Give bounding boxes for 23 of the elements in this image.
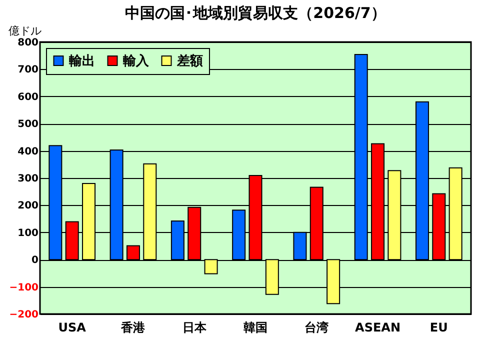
x-tick-label: 韓国: [244, 320, 268, 334]
y-tick-label: 0: [32, 255, 39, 266]
y-axis-title: 億ドル: [8, 24, 42, 38]
y-tick-label: −200: [9, 310, 39, 320]
y-tick-label: 800: [18, 38, 39, 48]
y-tick-label: 500: [18, 119, 39, 130]
x-tick-label: EU: [430, 320, 448, 334]
x-tick-label: USA: [58, 320, 87, 334]
chart-title: 中国の国･地域別貿易収支（2026/7）: [125, 4, 386, 22]
y-tick-label: −100: [9, 282, 39, 294]
y-tick-label: 700: [18, 64, 39, 76]
y-tick-label: 200: [18, 200, 39, 212]
y-tick-label: 100: [18, 228, 39, 239]
x-tick-label: 香港: [120, 320, 146, 334]
y-tick-label: 400: [18, 146, 39, 158]
y-tick-label: 300: [18, 174, 39, 184]
legend-label: 差額: [176, 52, 203, 69]
x-tick-label: 日本: [182, 320, 208, 334]
legend-label: 輸出: [68, 54, 95, 69]
legend-label: 輸入: [122, 52, 150, 69]
x-tick-label: ASEAN: [355, 320, 401, 334]
y-tick-label: 600: [18, 92, 39, 103]
x-tick-label: 台湾: [304, 320, 329, 334]
